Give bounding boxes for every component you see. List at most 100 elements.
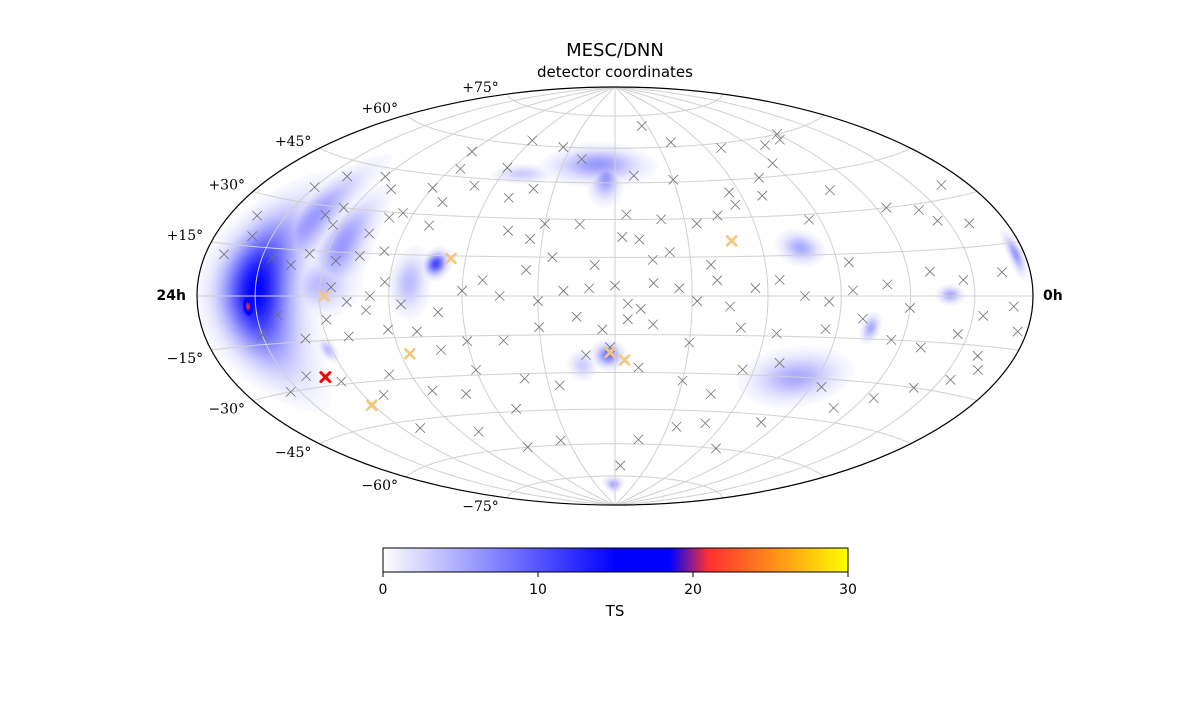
- colorbar-tick-label: 20: [684, 582, 702, 598]
- background-event-marker: [925, 266, 935, 277]
- background-event-marker: [321, 314, 332, 325]
- background-event-marker: [684, 337, 695, 348]
- background-event-marker: [824, 185, 835, 196]
- background-event-marker: [936, 180, 947, 190]
- background-event-marker: [973, 365, 983, 375]
- background-event-marker: [730, 199, 741, 210]
- background-event-marker: [433, 307, 443, 318]
- background-event-marker: [467, 146, 477, 157]
- background-event-marker: [558, 142, 569, 152]
- background-event-marker: [257, 329, 268, 340]
- background-event-marker: [816, 382, 827, 392]
- latitude-label: −30°: [208, 402, 245, 418]
- background-event-marker: [964, 218, 975, 229]
- highlight-event-marker: [365, 399, 378, 412]
- background-event-marker: [767, 158, 778, 169]
- background-event-marker: [502, 162, 513, 173]
- background-event-marker: [462, 336, 473, 347]
- background-event-marker: [771, 328, 782, 339]
- background-event-marker: [338, 202, 349, 213]
- background-event-marker: [477, 275, 488, 286]
- background-event-marker: [635, 304, 646, 314]
- background-event-marker: [700, 418, 711, 429]
- background-event-marker: [555, 435, 566, 446]
- background-event-marker: [757, 190, 768, 201]
- background-event-marker: [691, 218, 702, 229]
- background-event-marker: [737, 364, 748, 375]
- background-event-marker: [554, 380, 565, 391]
- background-event-marker: [622, 298, 633, 309]
- background-event-marker: [633, 362, 644, 373]
- background-event-marker: [915, 342, 926, 353]
- background-event-marker: [633, 434, 644, 445]
- chart-title: MESC/DNN: [566, 40, 664, 61]
- background-event-marker: [378, 389, 389, 400]
- background-event-marker: [571, 311, 582, 322]
- background-event-marker: [677, 375, 688, 386]
- background-event-marker: [364, 291, 375, 301]
- meridian-line: [254, 87, 616, 505]
- background-event-marker: [300, 333, 311, 344]
- background-event-marker: [671, 421, 682, 432]
- background-event-marker: [908, 382, 919, 393]
- meridian-line: [537, 87, 616, 505]
- background-event-marker: [328, 219, 338, 230]
- colorbar-bar: [382, 547, 849, 573]
- background-event-marker: [844, 257, 854, 268]
- background-event-marker: [309, 182, 320, 193]
- background-event-marker: [511, 404, 522, 414]
- background-event-marker: [972, 350, 983, 361]
- background-event-marker: [252, 210, 263, 221]
- background-event-marker: [622, 314, 633, 325]
- latitude-label: −15°: [167, 351, 204, 367]
- background-event-marker: [636, 121, 647, 131]
- colorbar-label: TS: [605, 602, 625, 620]
- colorbar: 0 10 20 30 TS: [379, 547, 857, 620]
- background-event-marker: [735, 322, 746, 333]
- highlight-event-marker: [618, 354, 631, 366]
- background-event-marker: [647, 255, 658, 265]
- highlight-event-marker: [404, 347, 416, 360]
- background-event-marker: [341, 296, 352, 307]
- background-event-marker: [589, 260, 600, 270]
- background-event-marker: [692, 296, 703, 307]
- background-event-marker: [978, 310, 989, 321]
- background-event-marker: [547, 252, 558, 263]
- background-event-marker: [597, 324, 608, 335]
- background-event-marker: [461, 388, 472, 399]
- background-event-marker: [436, 344, 446, 355]
- meridian-line: [614, 87, 693, 505]
- background-event-marker: [342, 171, 353, 182]
- background-event-marker: [886, 334, 897, 345]
- background-event-marker: [857, 313, 868, 324]
- background-event-marker: [997, 267, 1007, 277]
- background-event-marker: [494, 291, 505, 301]
- background-event-marker: [800, 291, 810, 301]
- background-event-marker: [457, 285, 467, 296]
- meridian-line: [614, 87, 842, 505]
- background-event-marker: [320, 210, 331, 220]
- background-event-marker: [247, 231, 258, 242]
- background-event-marker: [455, 164, 466, 174]
- background-event-marker: [868, 393, 879, 404]
- background-event-marker: [648, 319, 659, 330]
- background-event-marker: [576, 154, 587, 165]
- background-event-marker: [427, 182, 438, 193]
- colorbar-tick-label: 10: [529, 582, 547, 598]
- background-event-marker: [361, 305, 371, 316]
- background-event-marker: [1012, 326, 1023, 337]
- background-event-marker: [706, 259, 716, 270]
- latitude-label: +60°: [361, 101, 398, 117]
- background-event-marker: [760, 140, 770, 151]
- chart-subtitle: detector coordinates: [537, 63, 693, 81]
- background-event-marker: [343, 331, 354, 342]
- highlight-event-marker: [725, 235, 738, 247]
- background-event-marker: [304, 248, 315, 259]
- background-event-marker: [711, 443, 721, 454]
- background-event-marker: [437, 197, 448, 207]
- background-event-marker: [754, 172, 764, 183]
- background-event-marker: [364, 228, 375, 239]
- background-event-marker: [534, 322, 545, 333]
- background-event-marker: [379, 277, 390, 287]
- background-event-marker: [473, 426, 484, 437]
